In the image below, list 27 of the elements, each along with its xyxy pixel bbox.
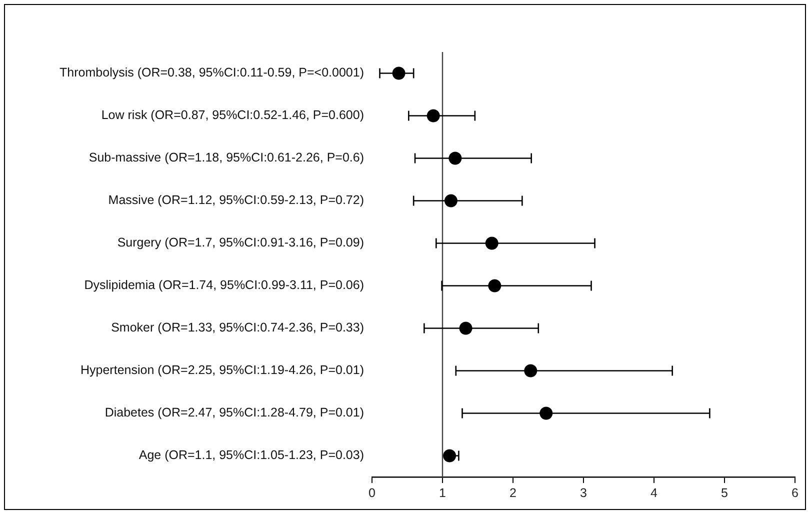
point <box>540 406 553 420</box>
point <box>459 322 472 335</box>
point <box>392 66 406 80</box>
y-tick-label: Smoker (OR=1.33, 95%CI:0.74-2.36, P=0.33) <box>111 320 364 335</box>
y-tick-label: Diabetes (OR=2.47, 95%CI:1.28-4.79, P=0.01) <box>104 406 364 420</box>
y-tick-label: Sub-massive (OR=1.18, 95%CI:0.61-2.26, P=0.6) <box>88 150 364 165</box>
point <box>426 109 440 122</box>
y-tick-label: Massive (OR=1.12, 95%CI:0.59-2.13, P=0.72) <box>108 193 364 208</box>
y-tick-label: Surgery (OR=1.7, 95%CI:0.91-3.16, P=0.09) <box>117 236 364 250</box>
x-tick-label: 0 <box>368 486 376 500</box>
y-tick-label: Low risk (OR=0.87, 95%CI:0.52-1.46, P=0.600) <box>101 108 364 122</box>
y-tick-label: Hypertension (OR=2.25, 95%CI:1.19-4.26, P=0.01) <box>80 363 364 378</box>
y-tick-label: Dyslipidemia (OR=1.74, 95%CI:0.99-3.11, P=0.06) <box>84 278 364 292</box>
x-tick-label: 6 <box>792 486 799 500</box>
x-tick-label: 4 <box>650 486 658 500</box>
x-tick-label: 1 <box>439 486 446 500</box>
point <box>444 194 458 208</box>
point <box>448 152 462 165</box>
point <box>485 236 498 250</box>
x-tick-label: 5 <box>721 486 728 500</box>
x-tick-label: 2 <box>510 486 517 500</box>
point <box>524 364 538 378</box>
point <box>488 279 502 292</box>
y-tick-label: Thrombolysis (OR=0.38, 95%CI:0.11-0.59, P=<0.0001) <box>60 66 364 80</box>
x-tick-label: 3 <box>580 486 588 500</box>
y-tick-label: Age (OR=1.1, 95%CI:1.05-1.23, P=0.03) <box>138 448 364 462</box>
point <box>443 449 456 462</box>
